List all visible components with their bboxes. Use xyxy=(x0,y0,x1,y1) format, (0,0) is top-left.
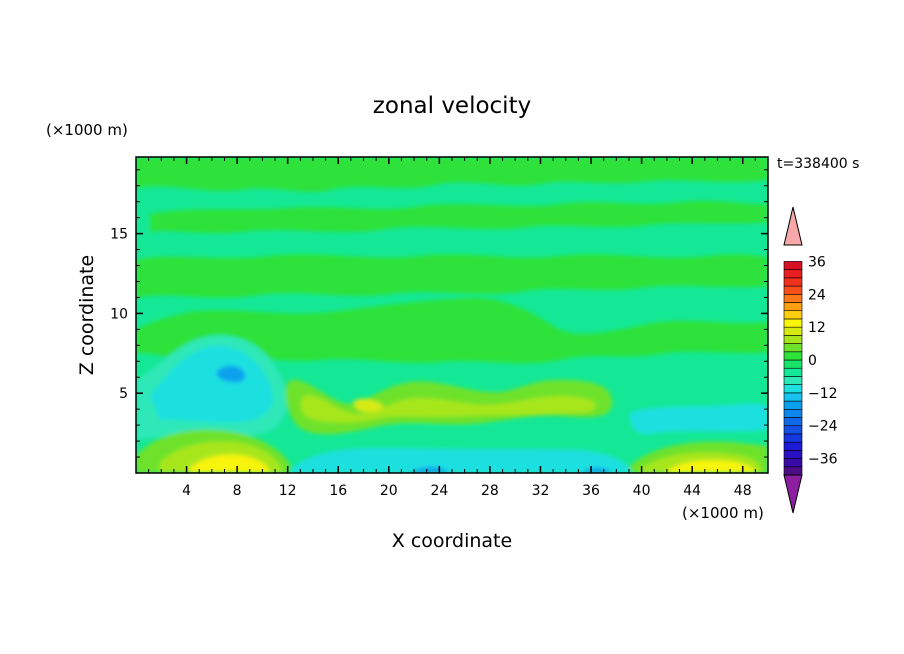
colorbar-segment xyxy=(783,408,803,418)
colorbar-segment xyxy=(783,277,803,287)
colorbar-tick-label: 0 xyxy=(808,353,817,369)
x-tick-label: 4 xyxy=(182,483,191,499)
colorbar-segment xyxy=(783,400,803,410)
colorbar-tick-label: 12 xyxy=(808,320,826,336)
colorbar-segment xyxy=(783,359,803,369)
contour-minus9-right xyxy=(629,403,768,435)
contour-0-3-band3 xyxy=(136,254,768,298)
colorbar-segment xyxy=(783,335,803,344)
colorbar-segment xyxy=(783,425,803,435)
x-tick-label: 40 xyxy=(633,483,651,499)
x-tick-label: 32 xyxy=(532,483,550,499)
contour-12-bottom-right xyxy=(664,460,756,473)
y-axis-ticks: 5 10 15 xyxy=(110,169,768,458)
x-tick-label: 16 xyxy=(329,483,347,499)
colorbar-segment xyxy=(783,293,803,303)
colorbar-segment xyxy=(783,310,803,320)
colorbar-segment xyxy=(783,384,803,394)
x-tick-label: 12 xyxy=(279,483,297,499)
contour-field xyxy=(136,157,768,473)
x-tick-label: 44 xyxy=(683,483,701,499)
colorbar-segment xyxy=(783,417,803,427)
contour-0-3-band2 xyxy=(150,200,768,234)
colorbar-segment xyxy=(783,441,803,451)
colorbar-under-triangle xyxy=(783,474,803,514)
x-tick-label: 24 xyxy=(430,483,448,499)
colorbar-tick-label: −36 xyxy=(808,452,838,468)
colorbar xyxy=(783,206,803,514)
x-tick-label: 20 xyxy=(380,483,398,499)
time-label: t=338400 s xyxy=(777,156,859,172)
colorbar-tick-label: −12 xyxy=(808,386,838,402)
colorbar-segment xyxy=(783,261,803,270)
colorbar-tick-label: −24 xyxy=(808,419,838,435)
colorbar-segment xyxy=(783,343,803,353)
colorbar-segment xyxy=(783,466,803,476)
colorbar-segment xyxy=(783,367,803,377)
colorbar-segment xyxy=(783,376,803,385)
colorbar-segment xyxy=(783,351,803,361)
colorbar-segment xyxy=(783,326,803,336)
colorbar-segment xyxy=(783,392,803,402)
contour-0-3-mid xyxy=(136,297,768,364)
x-unit-label: (×1000 m) xyxy=(682,504,764,522)
contour-minus15 xyxy=(216,365,246,383)
colorbar-segment xyxy=(783,318,803,328)
x-axis-label: X coordinate xyxy=(392,530,512,552)
contour-minus9 xyxy=(150,345,273,423)
contour-0-3-upper xyxy=(136,157,768,192)
colorbar-segment xyxy=(783,302,803,312)
chart-title: zonal velocity xyxy=(373,93,531,119)
contour-6-9-centre xyxy=(300,395,596,423)
y-tick-label: 15 xyxy=(110,227,128,243)
colorbar-tick-labels: 36 24 12 0 −12 −24 −36 xyxy=(808,254,838,467)
x-tick-label: 8 xyxy=(233,483,242,499)
colorbar-segment xyxy=(783,433,803,443)
x-tick-label: 36 xyxy=(582,483,600,499)
y-tick-label: 10 xyxy=(110,306,128,322)
colorbar-segment xyxy=(783,458,803,468)
contour-12-bottom-left xyxy=(190,454,270,473)
colorbar-segment xyxy=(783,450,803,459)
y-tick-label: 5 xyxy=(119,386,128,402)
x-tick-label: 28 xyxy=(481,483,499,499)
contour-9-12-centre xyxy=(353,398,384,413)
colorbar-tick-label: 36 xyxy=(808,254,826,270)
colorbar-tick-label: 24 xyxy=(808,287,826,303)
colorbar-segment xyxy=(783,269,803,279)
y-axis-label: Z coordinate xyxy=(76,255,98,375)
colorbar-segment xyxy=(783,285,803,295)
contour-minus9-bottom xyxy=(290,447,632,473)
y-unit-label: (×1000 m) xyxy=(46,121,128,139)
x-tick-label: 48 xyxy=(734,483,752,499)
x-axis-ticks: 4 8 12 16 20 24 28 32 36 40 44 48 xyxy=(148,157,756,499)
colorbar-over-triangle xyxy=(783,206,803,246)
